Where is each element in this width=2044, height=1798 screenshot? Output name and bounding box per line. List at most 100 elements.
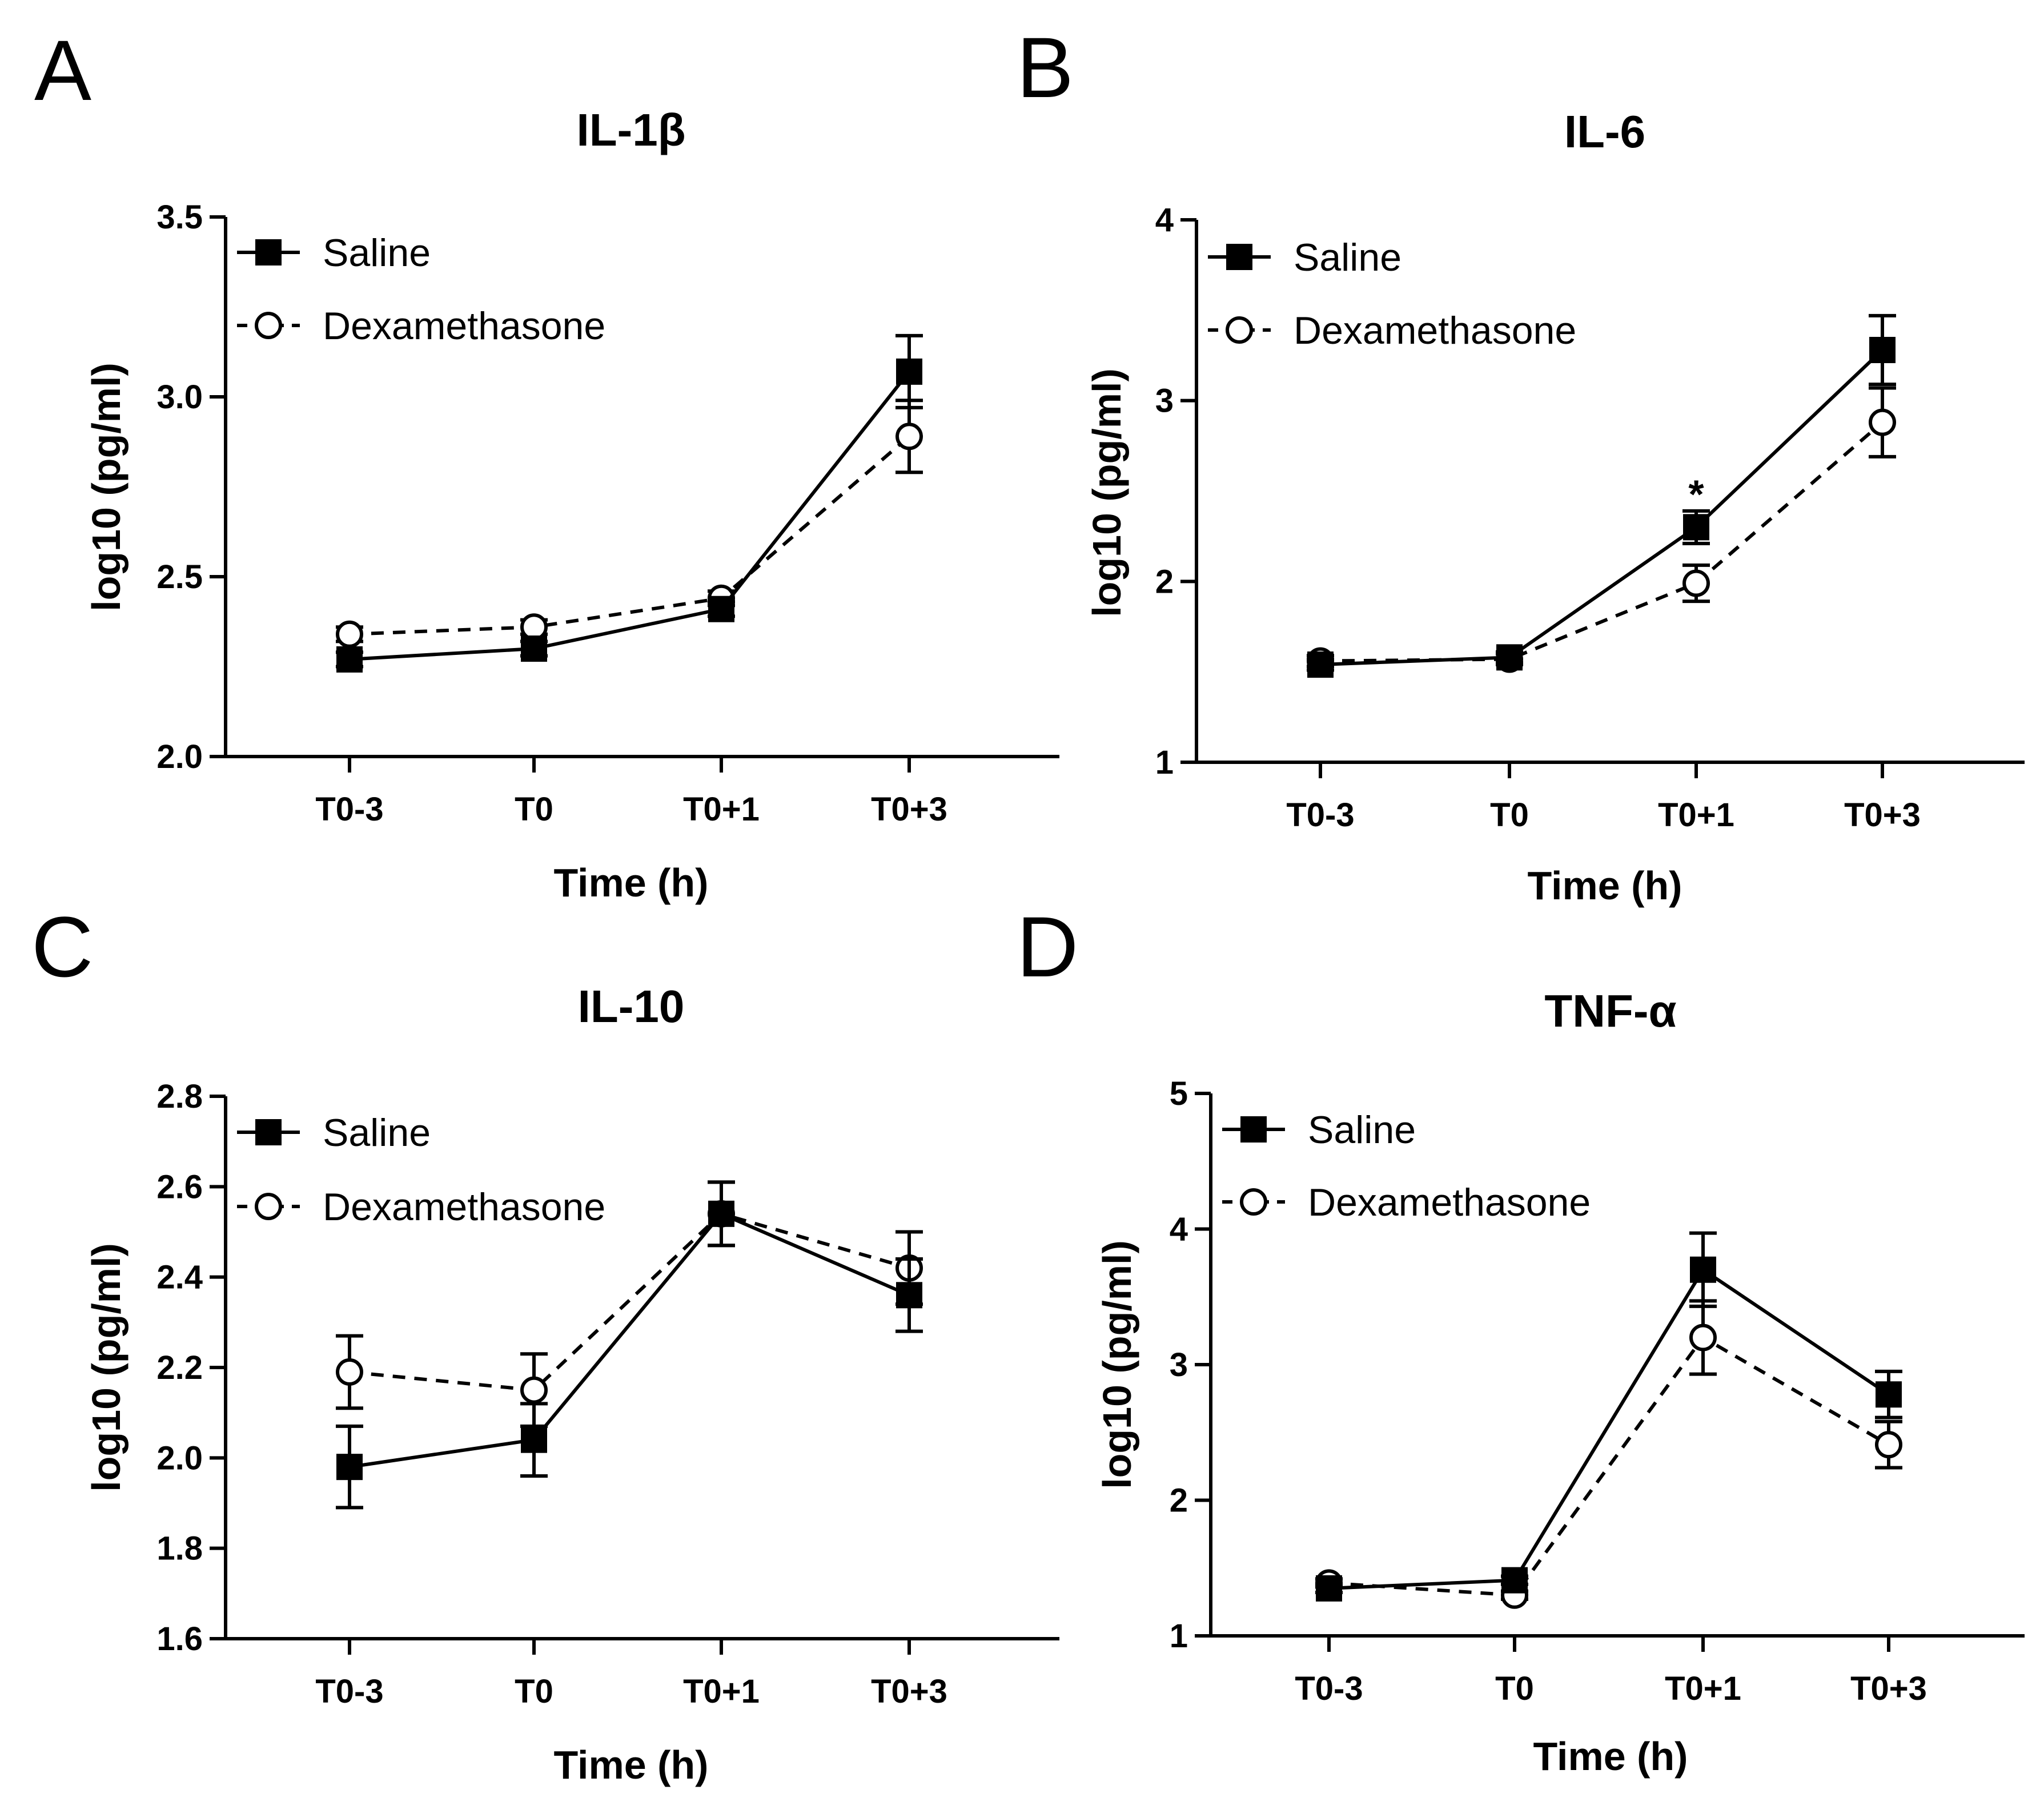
data-point-circle: [1682, 569, 1710, 597]
y-axis-label: log10 (pg/ml): [1095, 1240, 1139, 1489]
data-point-circle: [1875, 1431, 1902, 1459]
panel-letter: B: [1017, 19, 1074, 115]
data-point-square: [708, 596, 734, 622]
x-tick-label: T0-3: [315, 1673, 383, 1710]
y-tick-label: 2: [1170, 1482, 1188, 1519]
x-tick-label: T0: [1495, 1670, 1534, 1707]
series-saline: [1307, 313, 1896, 678]
y-axis-label: log10 (pg/ml): [84, 363, 128, 612]
x-tick-label: T0+3: [871, 791, 947, 828]
panel-c: C IL-10 1.6 1.8 2.0 2.2 2.4 2.6 2.8 T0-3 T0 T0+1 T0+…: [31, 899, 1059, 1787]
x-tick-label: T0-3: [1286, 797, 1354, 834]
legend-marker-circle: [1240, 1188, 1267, 1216]
panel-a: A IL-1β 2.0 2.5 3.0 3.5 T0-3 T0 T0+1 T0+3 Time (h)…: [34, 22, 1059, 905]
x-tick-label: T0: [515, 1673, 553, 1710]
x-tick-label: T0: [1490, 797, 1529, 834]
series-line: [349, 435, 910, 636]
y-tick-label: 3: [1155, 383, 1174, 420]
legend-label: Dexamethasone: [1294, 309, 1576, 352]
y-tick-label: 3.5: [156, 199, 203, 236]
y-tick-label: 1.6: [156, 1620, 203, 1658]
legend-entry-dexamethasone: Dexamethasone: [237, 304, 605, 348]
y-tick-label: 4: [1155, 202, 1174, 239]
legend-marker-circle: [255, 312, 282, 339]
y-tick-label: 4: [1170, 1211, 1188, 1248]
data-point-square: [1501, 1567, 1528, 1594]
y-tick-label: 1.8: [156, 1530, 203, 1567]
data-point-square: [1869, 337, 1896, 363]
data-point-circle: [1869, 408, 1896, 436]
x-tick-label: T0+1: [683, 1673, 760, 1710]
series-line: [349, 371, 911, 661]
data-point-square: [1683, 514, 1709, 541]
x-tick-label: T0+1: [1658, 797, 1734, 834]
legend-entry-dexamethasone: Dexamethasone: [237, 1185, 605, 1229]
data-point-circle: [520, 613, 548, 641]
data-point-square: [896, 1282, 922, 1309]
data-point-circle: [336, 620, 363, 648]
chart-title: IL-6: [1564, 106, 1645, 157]
legend-entry-dexamethasone: Dexamethasone: [1208, 309, 1576, 352]
chart-title: TNF-α: [1544, 986, 1676, 1036]
chart-title: IL-1β: [576, 104, 685, 155]
legend-label: Dexamethasone: [323, 304, 605, 348]
data-point-square: [521, 635, 547, 662]
legend-entry-dexamethasone: Dexamethasone: [1222, 1181, 1591, 1224]
legend-marker-circle: [1226, 316, 1253, 344]
x-tick-label: T0-3: [1295, 1670, 1363, 1707]
data-point-square: [521, 1426, 547, 1453]
data-point-square: [336, 646, 363, 673]
series-saline: [336, 333, 923, 673]
data-point-square: [1876, 1381, 1902, 1408]
legend-label: Saline: [323, 231, 431, 275]
series-line: [349, 1212, 910, 1392]
x-axis-label: Time (h): [554, 1743, 709, 1787]
legend-entry-saline: Saline: [1222, 1108, 1416, 1152]
series-saline: [336, 1180, 923, 1510]
legend-label: Saline: [323, 1111, 431, 1155]
y-tick-label: 3: [1170, 1346, 1188, 1383]
series-line: [1328, 1267, 1890, 1590]
y-tick-label: 1: [1155, 744, 1174, 781]
data-point-circle: [336, 1358, 363, 1386]
x-tick-label: T0: [515, 791, 553, 828]
data-point-square: [1496, 644, 1523, 671]
x-tick-label: T0-3: [315, 791, 383, 828]
y-tick-label: 2.5: [156, 558, 203, 596]
legend-marker-square: [255, 239, 282, 266]
panel-letter: D: [1017, 899, 1078, 995]
series-line: [349, 1212, 910, 1469]
data-point-square: [1307, 651, 1334, 678]
y-tick-label: 2.6: [156, 1168, 203, 1205]
legend-label: Saline: [1294, 236, 1402, 279]
series-dexamethasone: [1315, 1299, 1902, 1609]
x-axis-label: Time (h): [554, 860, 709, 905]
y-tick-label: 2.8: [156, 1078, 203, 1115]
y-tick-label: 2.4: [156, 1259, 203, 1296]
series-line: [1320, 348, 1884, 666]
panel-letter: C: [31, 899, 93, 995]
series-dexamethasone: [336, 399, 923, 648]
y-tick-label: 2.2: [156, 1349, 203, 1386]
legend-entry-saline: Saline: [1208, 236, 1402, 279]
data-point-square: [1690, 1256, 1716, 1283]
legend-label: Dexamethasone: [323, 1185, 605, 1229]
data-point-circle: [520, 1376, 548, 1404]
series-line: [1328, 1335, 1890, 1597]
panel-b: B IL-6 1 2 3 4 T0-3 T0 T0+1 T0+3 Time (h) log10 (pg…: [1017, 19, 2025, 908]
data-point-square: [896, 358, 922, 385]
legend-marker-circle: [255, 1193, 282, 1220]
panel-letter: A: [34, 22, 91, 118]
chart-title: IL-10: [578, 981, 685, 1032]
x-tick-label: T0+1: [683, 791, 760, 828]
x-tick-label: T0+3: [1844, 797, 1921, 834]
legend-label: Dexamethasone: [1308, 1181, 1591, 1224]
legend-label: Saline: [1308, 1108, 1416, 1152]
y-tick-label: 2: [1155, 563, 1174, 600]
x-tick-label: T0+1: [1665, 1670, 1741, 1707]
legend-marker-square: [255, 1119, 282, 1145]
data-point-square: [336, 1454, 363, 1481]
x-tick-label: T0+3: [871, 1673, 947, 1710]
legend-marker-square: [1226, 244, 1252, 270]
y-tick-label: 2.0: [156, 1439, 203, 1477]
